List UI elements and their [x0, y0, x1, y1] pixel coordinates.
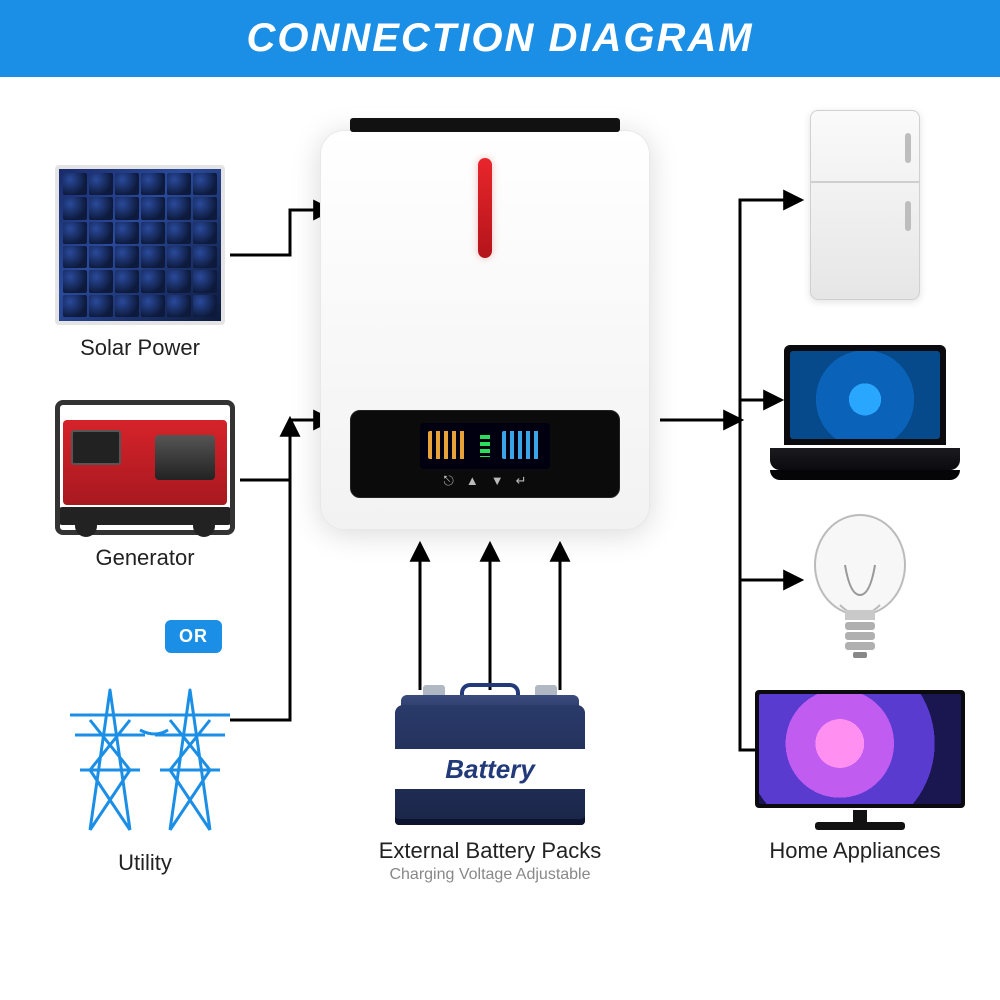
lightbulb-icon — [805, 510, 915, 660]
btn-enter-icon: ↵ — [516, 473, 527, 489]
fridge-icon — [810, 110, 920, 300]
battery-icon: Battery — [395, 685, 585, 825]
utility-icon — [50, 670, 250, 840]
diagram-stage: Solar Power Generator OR Utility ⎋ ▲ — [0, 80, 1000, 1000]
utility-label: Utility — [55, 850, 235, 876]
arrow-gen-to-inverter — [240, 420, 330, 480]
arrow-solar-to-inverter — [230, 210, 330, 255]
or-badge: OR — [165, 620, 222, 653]
solar-panel-icon — [55, 165, 225, 325]
battery-strip-text: Battery — [395, 749, 585, 789]
inverter-screen: ⎋ ▲ ▼ ↵ — [350, 410, 620, 498]
solar-label: Solar Power — [55, 335, 225, 361]
tv-icon — [755, 690, 965, 830]
btn-up-icon: ▲ — [466, 473, 479, 489]
appliances-label: Home Appliances — [730, 838, 980, 864]
header-title: CONNECTION DIAGRAM — [246, 16, 753, 60]
btn-esc-icon: ⎋ — [444, 473, 454, 489]
inverter-device: ⎋ ▲ ▼ ↵ — [320, 130, 650, 530]
header-bar: CONNECTION DIAGRAM — [0, 0, 1000, 77]
generator-label: Generator — [55, 545, 235, 571]
btn-down-icon: ▼ — [491, 473, 504, 489]
inverter-indicator — [478, 158, 492, 258]
laptop-icon — [770, 345, 960, 480]
battery-label: External Battery Packs — [330, 838, 650, 864]
generator-icon — [55, 400, 235, 535]
battery-sublabel: Charging Voltage Adjustable — [330, 866, 650, 884]
inverter-buttons: ⎋ ▲ ▼ ↵ — [351, 473, 619, 489]
